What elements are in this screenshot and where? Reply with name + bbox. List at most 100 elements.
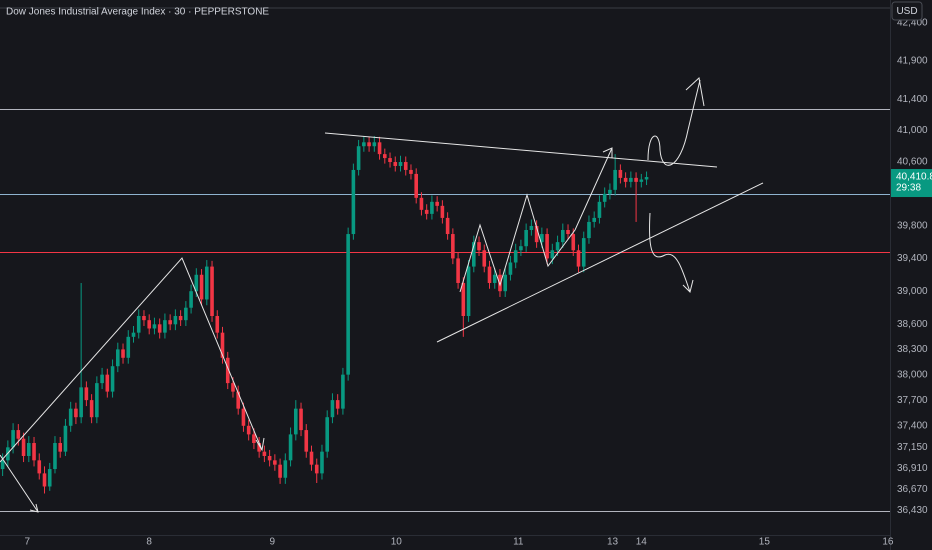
- candle-body: [121, 349, 125, 358]
- candle-body: [388, 158, 392, 163]
- candle-body: [136, 316, 141, 333]
- x-tick-label: 11: [513, 537, 524, 548]
- candle-body: [393, 162, 398, 166]
- candle-body: [587, 221, 591, 239]
- candle-body: [168, 320, 172, 325]
- candle-body: [618, 169, 623, 178]
- candle-body: [623, 177, 628, 182]
- candle-body: [273, 460, 277, 465]
- candle-body: [220, 332, 225, 358]
- candle-body: [634, 177, 638, 182]
- candle-body: [241, 408, 246, 426]
- y-tick-label: 39,000: [897, 286, 928, 297]
- x-tick-label: 16: [882, 537, 894, 548]
- candle-body: [246, 425, 251, 435]
- candle-body: [382, 154, 387, 159]
- last-price-label: 40,410.8: [896, 172, 932, 183]
- candle-body: [440, 205, 445, 218]
- candle-body: [26, 443, 31, 456]
- candle-body: [32, 443, 36, 461]
- candle-body: [571, 234, 576, 251]
- candle-body: [252, 434, 256, 444]
- candle-body: [487, 266, 492, 283]
- candle-body: [477, 242, 481, 251]
- last-price-box: [891, 169, 932, 198]
- candle-body: [278, 464, 282, 478]
- candle-body: [644, 177, 649, 180]
- candle-body: [157, 324, 162, 333]
- candle-body: [629, 177, 633, 182]
- candle-body: [576, 250, 581, 267]
- resistance-line: [324, 132, 718, 168]
- candle-body: [68, 408, 73, 426]
- candle-body: [592, 217, 597, 222]
- candle-body: [267, 455, 272, 461]
- candle-body: [398, 162, 403, 166]
- candle-body: [100, 374, 104, 384]
- candle-body: [204, 266, 209, 300]
- candle-body: [163, 320, 167, 333]
- y-tick-label: 37,150: [897, 442, 928, 453]
- candle-body: [482, 250, 487, 267]
- candle-body: [231, 383, 235, 392]
- candle-body: [283, 460, 288, 478]
- candles: [0, 136, 649, 494]
- candle-body: [362, 142, 366, 147]
- x-tick-label: 14: [636, 537, 648, 548]
- chart-title: Dow Jones Industrial Average Index · 30 …: [6, 7, 269, 18]
- x-tick-label: 8: [146, 537, 152, 548]
- y-tick-label: 37,700: [897, 395, 928, 406]
- candle-body: [581, 238, 586, 267]
- candle-body: [314, 464, 319, 474]
- arrowhead: [29, 503, 39, 513]
- candle-body: [194, 274, 199, 292]
- candle-body: [115, 349, 120, 367]
- candle-body: [419, 197, 424, 210]
- candle-body: [178, 316, 183, 321]
- candle-body: [152, 324, 157, 329]
- y-tick-label: 41,400: [897, 94, 928, 105]
- y-tick-label: 38,300: [897, 344, 928, 355]
- arrowhead: [602, 147, 613, 158]
- y-tick-label: 42,400: [897, 17, 928, 28]
- candle-body: [184, 307, 188, 321]
- y-tick-label: 37,400: [897, 420, 928, 431]
- arrowhead: [682, 279, 694, 293]
- candle-body: [519, 246, 523, 251]
- candle-body: [110, 366, 115, 392]
- candle-body: [560, 230, 565, 243]
- x-tick-label: 15: [759, 537, 771, 548]
- candle-body: [37, 460, 42, 474]
- candle-body: [42, 473, 47, 487]
- candle-body: [173, 316, 178, 325]
- candle-body: [356, 146, 361, 170]
- candle-body: [47, 469, 52, 487]
- candle-body: [63, 425, 68, 452]
- candle-body: [456, 258, 460, 283]
- candle-body: [142, 316, 146, 321]
- candle-body: [367, 142, 371, 147]
- candle-body: [74, 408, 78, 418]
- currency-button[interactable]: [891, 1, 923, 21]
- y-tick-label: 36,430: [897, 505, 928, 516]
- y-tick-label: 36,670: [897, 484, 928, 495]
- candle-body: [21, 438, 26, 456]
- candle-body: [215, 316, 220, 333]
- candle-body: [288, 434, 293, 461]
- candle-body: [199, 274, 204, 300]
- candle-body: [602, 193, 607, 202]
- candle-body: [608, 189, 612, 194]
- candle-body: [89, 400, 94, 418]
- currency-label[interactable]: USD: [896, 6, 917, 17]
- candle-body: [451, 234, 455, 259]
- x-tick-label: 7: [24, 537, 30, 548]
- candle-body: [236, 391, 241, 409]
- candle-body: [84, 387, 89, 401]
- candle-body: [545, 234, 549, 259]
- x-tick-label: 9: [269, 537, 275, 548]
- y-tick-label: 39,400: [897, 253, 928, 264]
- candle-body: [325, 417, 330, 452]
- arrowhead: [685, 77, 705, 107]
